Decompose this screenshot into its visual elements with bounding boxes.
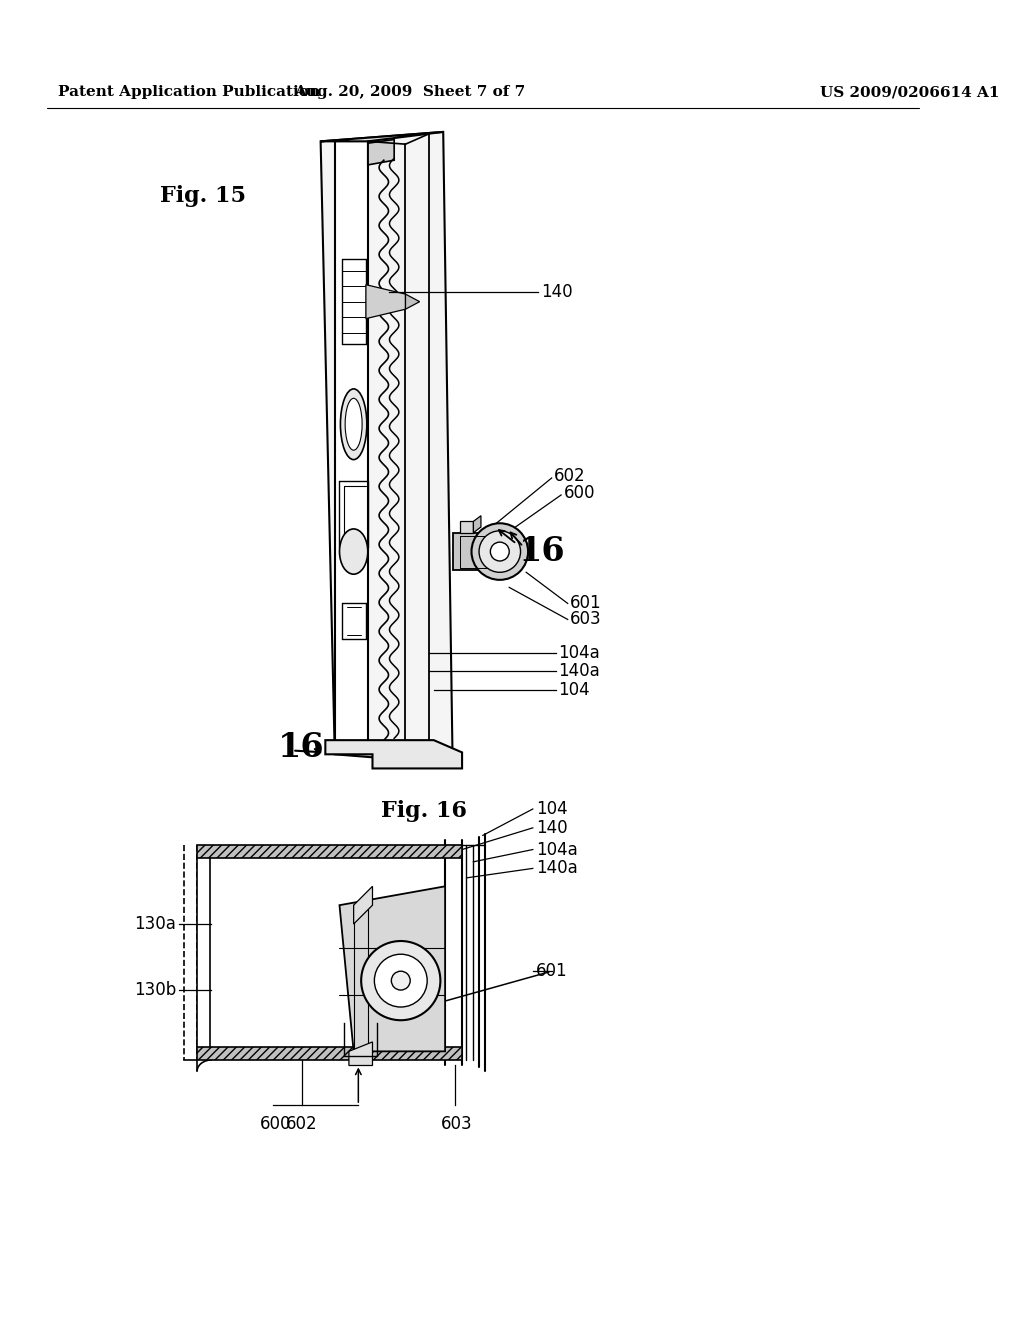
Ellipse shape (345, 399, 362, 450)
Circle shape (479, 531, 520, 573)
Circle shape (471, 523, 528, 579)
Polygon shape (473, 516, 481, 533)
Text: 130b: 130b (134, 981, 176, 999)
Text: Patent Application Publication: Patent Application Publication (58, 86, 321, 99)
Polygon shape (349, 1041, 373, 1065)
Text: 601: 601 (536, 962, 567, 981)
Circle shape (490, 543, 509, 561)
Bar (197, 858, 428, 1047)
Text: 140a: 140a (536, 859, 578, 878)
Polygon shape (321, 132, 443, 141)
Text: 601: 601 (569, 594, 601, 612)
Polygon shape (326, 741, 462, 768)
Bar (197, 845, 462, 858)
Text: 140a: 140a (558, 663, 600, 680)
Polygon shape (353, 886, 373, 924)
Ellipse shape (340, 529, 368, 574)
Polygon shape (335, 141, 368, 754)
Text: US 2009/0206614 A1: US 2009/0206614 A1 (820, 86, 999, 99)
Polygon shape (340, 886, 445, 1051)
Text: 16: 16 (518, 535, 565, 568)
Text: 104a: 104a (536, 841, 578, 858)
Polygon shape (453, 533, 490, 570)
Text: 140: 140 (536, 818, 567, 837)
Circle shape (391, 972, 411, 990)
Text: 130a: 130a (134, 915, 176, 933)
Text: Fig. 15: Fig. 15 (160, 185, 246, 207)
Text: 602: 602 (286, 1114, 317, 1133)
Polygon shape (406, 294, 420, 309)
Text: 600: 600 (260, 1114, 291, 1133)
Circle shape (361, 941, 440, 1020)
Text: 603: 603 (569, 610, 601, 628)
Text: 104: 104 (558, 681, 590, 700)
Text: 140: 140 (542, 284, 572, 301)
Text: Aug. 20, 2009  Sheet 7 of 7: Aug. 20, 2009 Sheet 7 of 7 (295, 86, 526, 99)
Bar (197, 1047, 462, 1060)
Text: 104a: 104a (558, 644, 600, 663)
Polygon shape (321, 132, 453, 764)
Ellipse shape (340, 389, 367, 459)
Text: 16: 16 (279, 731, 325, 764)
Polygon shape (366, 285, 406, 318)
Polygon shape (368, 140, 394, 165)
Text: 104: 104 (536, 800, 567, 818)
Circle shape (375, 954, 427, 1007)
Text: 600: 600 (564, 484, 595, 502)
Polygon shape (460, 521, 473, 533)
Text: 603: 603 (440, 1114, 472, 1133)
Text: Fig. 16: Fig. 16 (381, 800, 467, 822)
Text: 602: 602 (554, 467, 585, 486)
